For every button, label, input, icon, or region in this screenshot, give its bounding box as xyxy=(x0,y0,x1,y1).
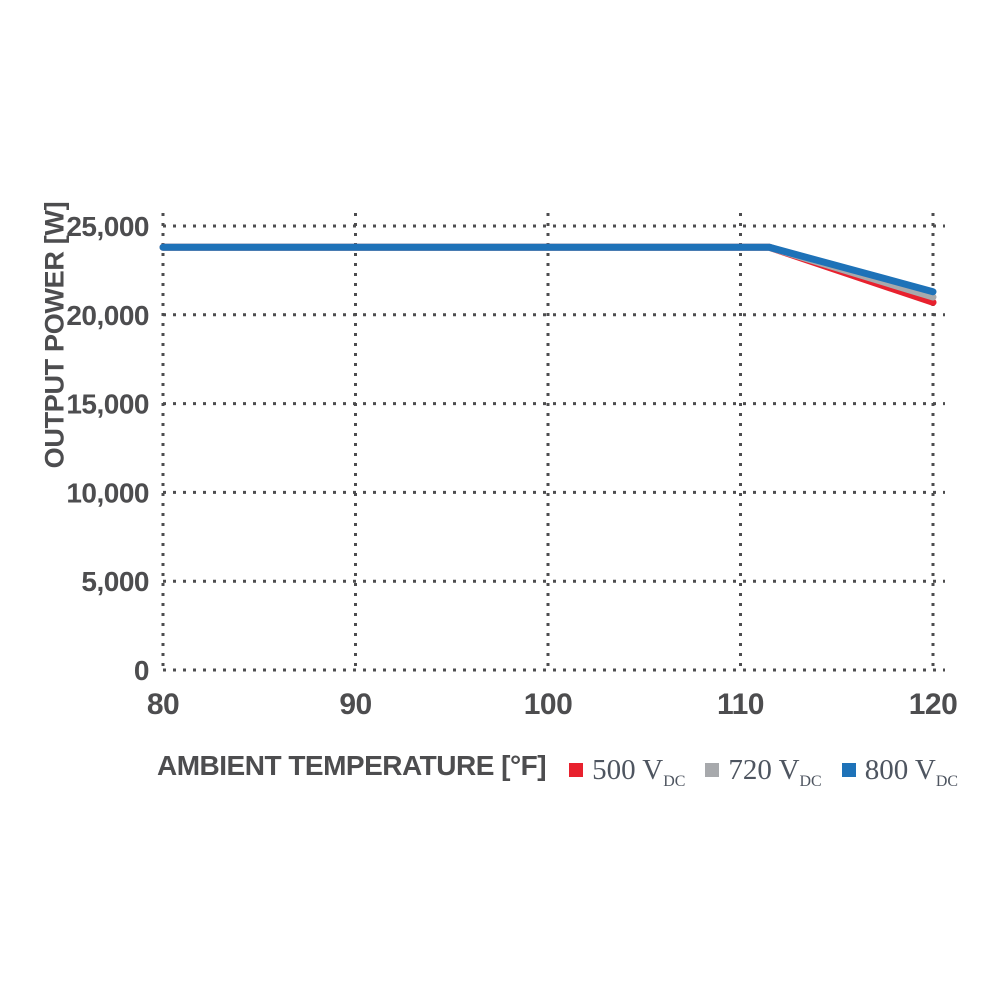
x-tick-label: 100 xyxy=(524,688,573,721)
legend: 500 VDC 720 VDC 800 VDC xyxy=(569,748,958,792)
y-tick-labels: 0 5,000 10,000 15,000 20,000 25,000 xyxy=(66,211,149,686)
gridlines xyxy=(161,213,945,672)
y-tick-label: 20,000 xyxy=(66,300,149,331)
y-tick-label: 15,000 xyxy=(66,389,149,420)
y-tick-label: 10,000 xyxy=(66,477,149,508)
x-tick-label: 90 xyxy=(339,688,371,721)
legend-label-800vdc: 800 VDC xyxy=(864,753,958,790)
x-tick-label: 80 xyxy=(147,688,179,721)
x-tick-label: 110 xyxy=(717,688,764,721)
legend-item-720vdc: 720 VDC xyxy=(705,753,822,790)
legend-label-500vdc: 500 VDC xyxy=(592,753,686,790)
y-tick-label: 25,000 xyxy=(66,211,149,242)
y-axis-title: OUTPUT POWER [W] xyxy=(39,201,70,469)
x-tick-label: 120 xyxy=(909,688,958,721)
y-tick-label: 5,000 xyxy=(81,566,149,597)
legend-item-800vdc: 800 VDC xyxy=(841,753,958,790)
legend-swatch-800vdc xyxy=(841,763,856,777)
legend-swatch-500vdc xyxy=(569,763,584,777)
x-tick-labels: 80 90 100 110 120 xyxy=(147,688,958,721)
y-tick-label: 0 xyxy=(134,655,149,686)
legend-item-500vdc: 500 VDC xyxy=(569,753,686,790)
x-axis-title: AMBIENT TEMPERATURE [°F] xyxy=(157,750,547,781)
series-lines xyxy=(159,243,937,306)
legend-label-720vdc: 720 VDC xyxy=(728,753,822,790)
legend-swatch-720vdc xyxy=(705,763,720,777)
series-line-800-vdc xyxy=(159,243,937,296)
